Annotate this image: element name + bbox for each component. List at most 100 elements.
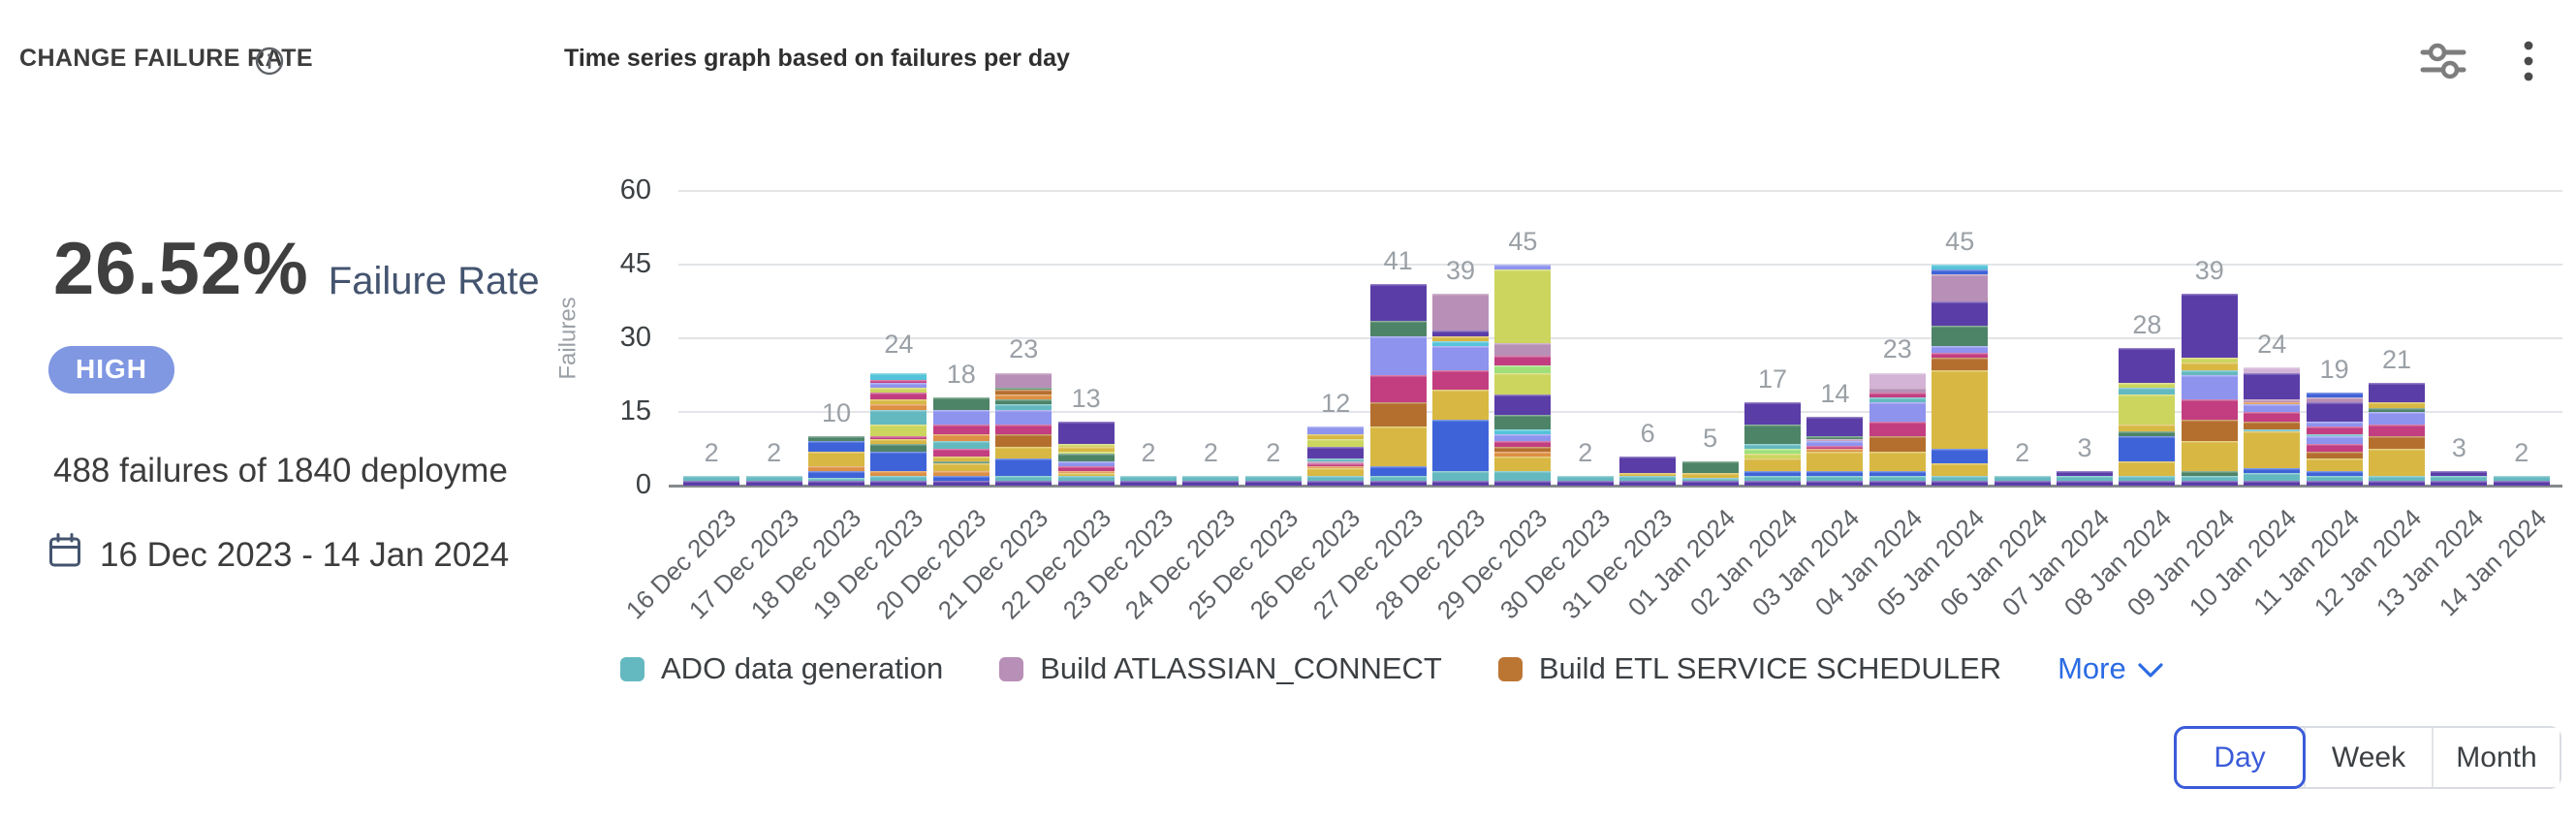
stacked-bar[interactable] [1619, 456, 1677, 486]
bar-segment [1619, 480, 1677, 486]
stacked-bar[interactable] [1932, 265, 1989, 486]
bar-segment [1307, 446, 1365, 459]
bar-segment [1932, 269, 1989, 275]
bar-segment [1494, 364, 1552, 373]
bar-segment [1869, 387, 1926, 393]
stacked-bar[interactable] [1369, 284, 1427, 486]
stacked-bar[interactable] [1869, 372, 1926, 486]
y-tick-label: 15 [619, 395, 651, 426]
bar-column: 24 [2241, 191, 2303, 486]
stacked-bar[interactable] [1119, 475, 1177, 486]
bar-segment [2368, 382, 2425, 402]
bar-segment [1057, 465, 1115, 471]
filter-sliders-icon[interactable] [2417, 35, 2469, 87]
bar-segment [1494, 446, 1552, 452]
stacked-bar[interactable] [870, 367, 927, 486]
stacked-bar[interactable] [1182, 475, 1240, 486]
bar-segment [2056, 470, 2113, 476]
bar-segment [2368, 449, 2425, 476]
failures-summary: 488 failures of 1840 deployme [53, 452, 508, 489]
bar-segment [1932, 480, 1989, 486]
stacked-bar[interactable] [2181, 294, 2238, 486]
bar-segment [1182, 480, 1240, 486]
bar-segment [1619, 475, 1677, 481]
kebab-menu-icon[interactable] [2502, 35, 2555, 87]
stacked-bar[interactable] [1806, 417, 1864, 486]
bar-segment [1806, 451, 1864, 471]
bar-segment [2244, 480, 2301, 486]
stacked-bar[interactable] [2431, 470, 2488, 486]
bar-segment [2306, 401, 2363, 423]
bar-segment [2244, 404, 2301, 413]
bar-value-label: 45 [1508, 227, 1538, 256]
bar-segment [1057, 470, 1115, 474]
stacked-bar[interactable] [932, 396, 990, 486]
stacked-bar[interactable] [1494, 265, 1552, 486]
stacked-bar[interactable] [1057, 422, 1115, 486]
failure-rate-label: Failure Rate [328, 260, 540, 302]
bar-segment [1681, 460, 1739, 474]
granularity-day-button[interactable]: Day [2174, 726, 2306, 789]
stacked-bar[interactable] [1744, 401, 1801, 486]
bar-segment [1307, 468, 1365, 476]
bar-segment [1744, 449, 1801, 455]
bar-segment [1932, 358, 1989, 370]
bar-value-label: 18 [946, 359, 976, 389]
stacked-bar[interactable] [2306, 392, 2363, 486]
bar-segment [1556, 480, 1614, 486]
granularity-week-button[interactable]: Week [2304, 728, 2432, 787]
bar-segment [1057, 454, 1115, 461]
bar-segment [807, 441, 864, 452]
stacked-bar[interactable] [1994, 475, 2051, 486]
bar-value-label: 2 [704, 437, 719, 467]
bar-segment [1369, 284, 1427, 322]
granularity-month-button[interactable]: Month [2432, 728, 2560, 787]
bar-segment [1806, 446, 1864, 450]
stacked-bar[interactable] [995, 372, 1052, 486]
failure-rate-value: 26.52% [53, 228, 309, 310]
bar-segment [870, 480, 927, 486]
stacked-bar[interactable] [2493, 475, 2550, 486]
bar-segment [2244, 431, 2301, 469]
bar-segment [1744, 458, 1801, 471]
stacked-bar[interactable] [2119, 348, 2176, 486]
bar-segment [1932, 345, 1989, 354]
bar-segment [1369, 465, 1427, 476]
bar-segment [2119, 475, 2176, 481]
bar-segment [2306, 426, 2363, 434]
bar-segment [2306, 451, 2363, 459]
info-icon[interactable] [255, 47, 284, 76]
bar-segment [870, 399, 927, 405]
stacked-bar[interactable] [683, 475, 740, 486]
bar-segment [1494, 265, 1552, 270]
stacked-bar[interactable] [1556, 475, 1614, 486]
stacked-bar[interactable] [1431, 294, 1489, 486]
bar-segment [2119, 424, 2176, 432]
bar-segment [870, 436, 927, 439]
stacked-bar[interactable] [807, 436, 864, 486]
stacked-bar[interactable] [2244, 367, 2301, 486]
bar-column: 14 [1804, 191, 1866, 486]
bar-value-label: 14 [1820, 379, 1850, 409]
stacked-bar[interactable] [745, 475, 802, 486]
bar-segment [683, 475, 740, 481]
bar-segment [2119, 382, 2176, 388]
bar-segment [870, 372, 927, 381]
legend-more-button[interactable]: More [2058, 651, 2163, 686]
bar-column: 18 [930, 191, 992, 486]
stacked-bar[interactable] [1681, 460, 1739, 486]
bar-segment [1806, 480, 1864, 486]
stacked-bar[interactable] [1244, 475, 1302, 486]
bar-segment [870, 382, 927, 388]
bar-column: 10 [805, 191, 867, 486]
bar-segment [1369, 401, 1427, 427]
stacked-bar[interactable] [1307, 426, 1365, 486]
bar-segment [1431, 331, 1489, 336]
bar-segment [1369, 321, 1427, 336]
stacked-bar[interactable] [2056, 470, 2113, 486]
stacked-bar[interactable] [2368, 382, 2425, 486]
bar-segment [2368, 436, 2425, 450]
bar-segment [2431, 475, 2488, 481]
bar-segment [1182, 475, 1240, 481]
bar-segment [1057, 480, 1115, 486]
